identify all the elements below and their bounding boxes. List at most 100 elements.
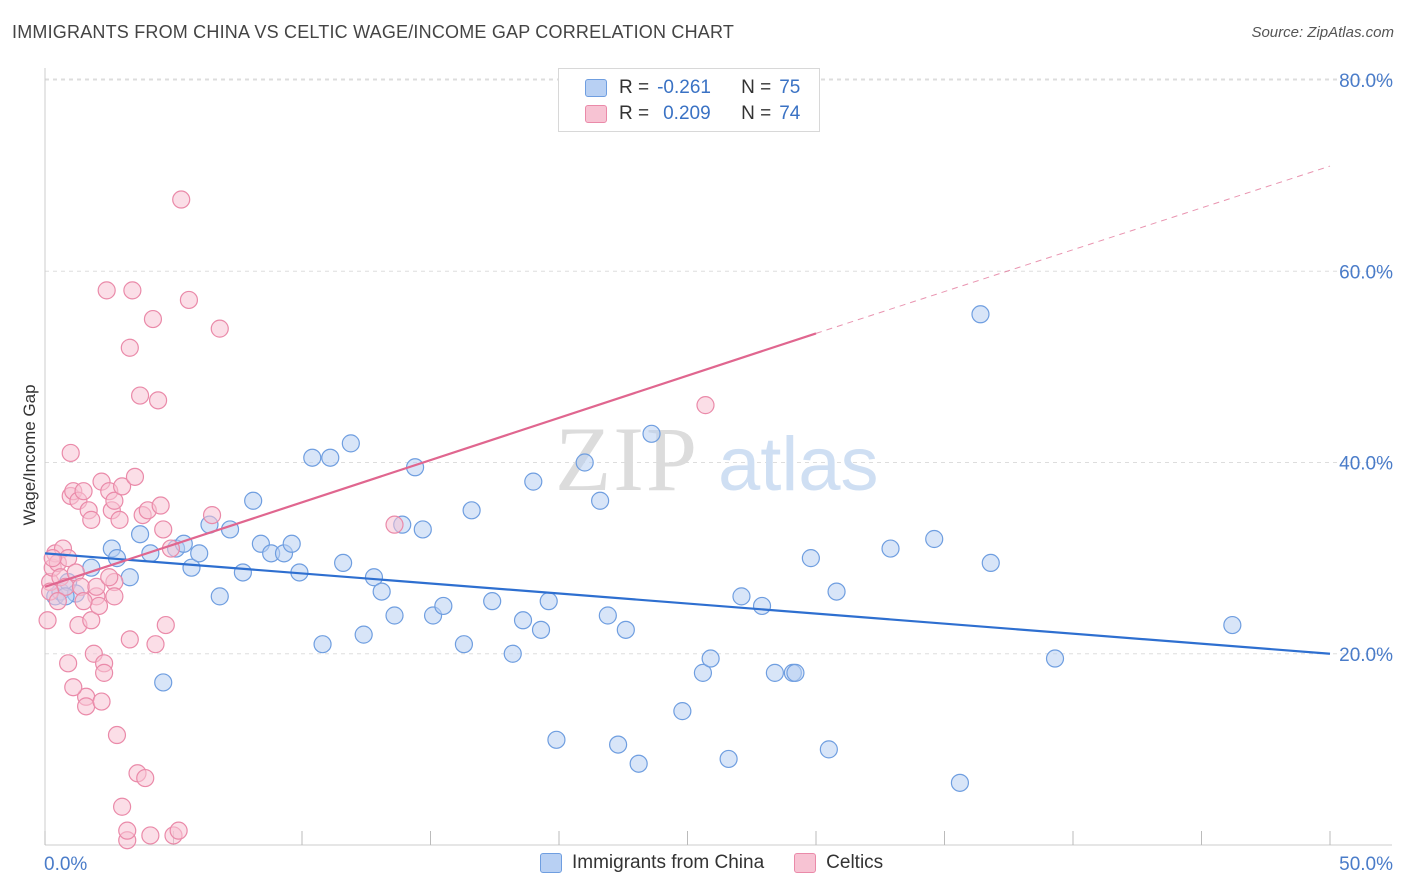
y-tick-label: 80.0%	[1339, 71, 1393, 92]
x-tick-label: 50.0%	[1339, 854, 1393, 875]
trendline-celtics	[44, 332, 817, 588]
y-tick-label: 20.0%	[1339, 645, 1393, 666]
point-celtics	[146, 635, 165, 654]
point-china	[642, 424, 661, 443]
legend-row-china: R = -0.261 N = 75	[585, 76, 800, 100]
point-celtics	[385, 515, 404, 534]
point-china	[531, 620, 551, 639]
point-celtics	[696, 396, 715, 415]
y-tick-label: 40.0%	[1339, 454, 1393, 475]
point-china	[981, 553, 1000, 573]
point-china	[120, 568, 139, 587]
point-celtics	[95, 663, 114, 682]
point-celtics	[130, 386, 150, 405]
point-china	[244, 491, 263, 510]
point-china	[210, 587, 229, 606]
legend-r-value: -0.261	[657, 77, 711, 98]
legend-r-label: R =	[619, 103, 650, 124]
point-china	[719, 749, 738, 769]
point-celtics	[77, 697, 96, 716]
trendline-china	[44, 552, 1331, 655]
series-label-celtics: Celtics	[826, 852, 884, 873]
point-celtics	[125, 467, 145, 486]
point-china	[154, 673, 173, 692]
series-legend-china[interactable]: Immigrants from China	[540, 852, 764, 874]
point-celtics	[120, 338, 139, 357]
point-china	[341, 434, 360, 453]
point-china	[616, 620, 635, 639]
point-celtics	[92, 692, 111, 711]
correlation-legend: R = -0.261 N = 75 R = 0.209 N = 74	[558, 68, 820, 132]
point-china	[693, 663, 713, 682]
point-celtics	[141, 826, 160, 845]
point-celtics	[120, 630, 139, 649]
point-china	[950, 773, 970, 792]
point-china	[524, 472, 543, 491]
point-celtics	[105, 491, 124, 510]
point-celtics	[151, 496, 170, 515]
point-celtics	[48, 592, 67, 611]
point-china	[303, 448, 322, 467]
point-china	[483, 592, 502, 611]
point-china	[629, 754, 648, 773]
point-china	[503, 644, 522, 663]
point-china	[321, 448, 340, 467]
series-legend-celtics[interactable]: Celtics	[794, 852, 883, 874]
point-china	[513, 611, 533, 630]
point-celtics	[59, 654, 78, 673]
y-tick-label: 60.0%	[1339, 262, 1393, 283]
legend-n-label: N =	[741, 103, 772, 124]
legend-r-label: R =	[619, 77, 650, 98]
point-celtics	[210, 319, 229, 338]
point-celtics	[89, 596, 109, 616]
point-china	[334, 553, 353, 573]
point-celtics	[148, 391, 168, 410]
point-china	[385, 606, 404, 625]
point-china	[732, 587, 751, 606]
source-label: Source: ZipAtlas.com	[1251, 24, 1394, 41]
point-celtics	[74, 482, 93, 501]
point-china	[233, 563, 252, 582]
point-celtics	[64, 678, 83, 697]
legend-swatch-china	[585, 79, 607, 97]
point-china	[282, 534, 301, 553]
point-china	[598, 606, 617, 625]
watermark-atlas: atlas	[718, 422, 879, 507]
point-china	[752, 596, 772, 616]
point-china	[539, 592, 558, 611]
point-celtics	[100, 568, 119, 587]
point-celtics	[154, 520, 173, 539]
point-china	[786, 663, 805, 682]
point-celtics	[169, 821, 188, 840]
point-china	[1045, 649, 1065, 668]
point-celtics	[82, 510, 101, 529]
point-china	[364, 568, 384, 587]
point-celtics	[107, 725, 127, 745]
legend-swatch-celtics	[585, 105, 607, 123]
point-celtics	[112, 477, 132, 496]
point-china	[701, 649, 720, 668]
point-celtics	[61, 443, 80, 463]
point-celtics	[105, 587, 124, 606]
point-china	[673, 702, 692, 721]
point-celtics	[110, 510, 129, 529]
point-celtics	[87, 577, 106, 596]
point-china	[881, 539, 900, 558]
point-china	[925, 529, 944, 549]
point-china	[575, 453, 594, 472]
point-china	[313, 635, 332, 654]
legend-r-value: 0.209	[663, 103, 711, 124]
series-label-china: Immigrants from China	[572, 852, 765, 873]
legend-n-value: 74	[779, 103, 801, 124]
point-china	[130, 525, 150, 544]
point-china	[354, 625, 373, 644]
point-celtics	[156, 615, 175, 635]
point-celtics	[43, 549, 62, 568]
series-swatch-china	[540, 853, 562, 873]
legend-n-label: N =	[741, 77, 772, 98]
point-celtics	[112, 797, 132, 816]
point-china	[801, 549, 820, 568]
point-celtics	[179, 290, 199, 310]
point-china	[591, 491, 610, 510]
